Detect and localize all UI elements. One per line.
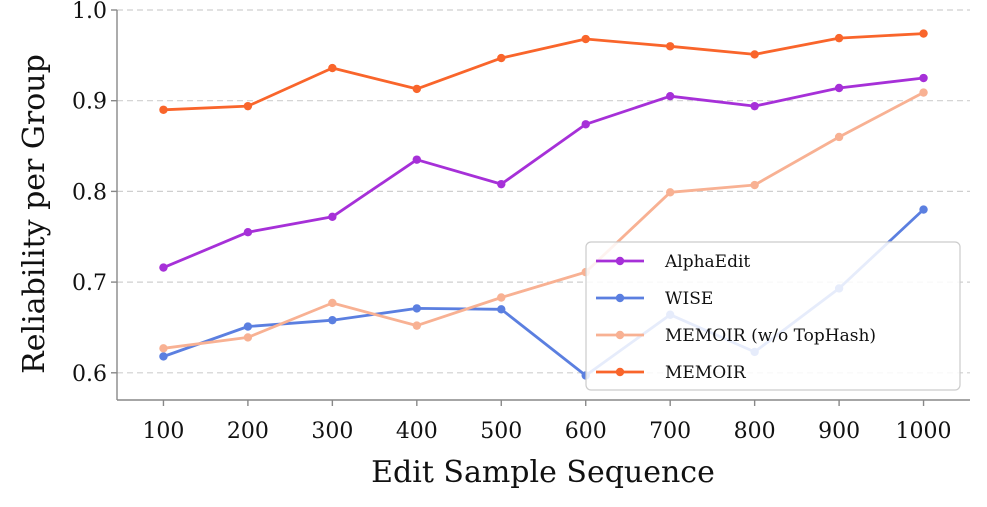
data-point bbox=[159, 344, 168, 353]
x-tick-label: 500 bbox=[480, 419, 522, 444]
data-point bbox=[328, 63, 337, 73]
y-tick-label: 1.0 bbox=[72, 0, 107, 24]
data-point bbox=[412, 304, 422, 313]
data-point bbox=[412, 84, 422, 94]
data-point bbox=[750, 101, 759, 111]
x-axis-title: Edit Sample Sequence bbox=[371, 455, 715, 490]
y-axis-title: Reliability per Group bbox=[17, 54, 52, 374]
data-point bbox=[497, 179, 506, 189]
ticks-layer: 0.6 0.7 0.8 0.9 1.0 100 200 300 400 500 600 700 800 9… bbox=[72, 0, 952, 444]
data-point bbox=[328, 315, 337, 325]
data-point bbox=[919, 205, 928, 214]
legend-box bbox=[585, 241, 961, 391]
series-line bbox=[162, 76, 925, 270]
axes-layer bbox=[116, 10, 970, 401]
data-point bbox=[412, 321, 422, 330]
series-memoir bbox=[159, 29, 928, 114]
legend-label: AlphaEdit bbox=[664, 252, 750, 272]
x-tick-label: 900 bbox=[818, 419, 860, 444]
data-point bbox=[581, 34, 590, 44]
legend-label: WISE bbox=[665, 289, 713, 309]
data-point bbox=[834, 33, 844, 43]
series-alphaedit bbox=[159, 73, 928, 272]
data-point bbox=[243, 322, 253, 331]
series-layer bbox=[159, 29, 928, 380]
data-point bbox=[665, 42, 675, 51]
y-tick-label: 0.6 bbox=[72, 362, 107, 387]
x-tick-label: 200 bbox=[227, 419, 269, 444]
data-point bbox=[750, 180, 759, 190]
data-point bbox=[919, 88, 928, 97]
x-tick-label: 300 bbox=[311, 419, 353, 444]
x-tick-label: 800 bbox=[734, 419, 776, 444]
series-line bbox=[162, 32, 925, 112]
legend: AlphaEdit WISE MEMOIR (w/o TopHash) MEMOIR bbox=[585, 241, 961, 391]
data-point bbox=[159, 352, 168, 361]
data-point bbox=[243, 101, 253, 111]
data-point bbox=[243, 333, 253, 342]
legend-label: MEMOIR bbox=[665, 363, 747, 383]
data-point bbox=[919, 73, 928, 83]
x-tick-label: 400 bbox=[396, 419, 438, 444]
legend-item: MEMOIR (w/o TopHash) bbox=[596, 326, 876, 346]
data-point bbox=[497, 305, 506, 314]
x-tick-label: 1000 bbox=[896, 419, 952, 444]
y-tick-label: 0.7 bbox=[72, 271, 107, 296]
legend-swatch-marker bbox=[615, 293, 625, 303]
legend-swatch-marker bbox=[615, 256, 625, 266]
data-point bbox=[665, 91, 675, 101]
legend-label: MEMOIR (w/o TopHash) bbox=[665, 326, 876, 346]
x-tick-label: 600 bbox=[565, 419, 607, 444]
series-memoir-w-o-tophash- bbox=[159, 88, 928, 353]
data-point bbox=[665, 188, 675, 197]
data-point bbox=[328, 212, 337, 221]
x-tick-label: 700 bbox=[649, 419, 691, 444]
data-point bbox=[581, 120, 590, 129]
series-line bbox=[162, 91, 925, 350]
data-point bbox=[750, 50, 759, 59]
legend-item: MEMOIR bbox=[596, 363, 747, 383]
legend-swatch-marker bbox=[615, 330, 625, 340]
data-point bbox=[243, 228, 253, 237]
y-tick-label: 0.9 bbox=[72, 90, 107, 115]
data-point bbox=[328, 298, 337, 308]
data-point bbox=[497, 293, 506, 302]
data-point bbox=[412, 155, 422, 164]
data-point bbox=[834, 132, 844, 142]
data-point bbox=[834, 83, 844, 93]
data-point bbox=[159, 263, 168, 272]
legend-item: WISE bbox=[596, 289, 713, 309]
legend-swatch-marker bbox=[615, 367, 625, 377]
x-tick-label: 100 bbox=[142, 419, 184, 444]
legend-item: AlphaEdit bbox=[596, 252, 750, 272]
data-point bbox=[159, 105, 168, 114]
data-point bbox=[497, 53, 506, 63]
data-point bbox=[919, 29, 928, 38]
y-tick-label: 0.8 bbox=[72, 180, 107, 205]
